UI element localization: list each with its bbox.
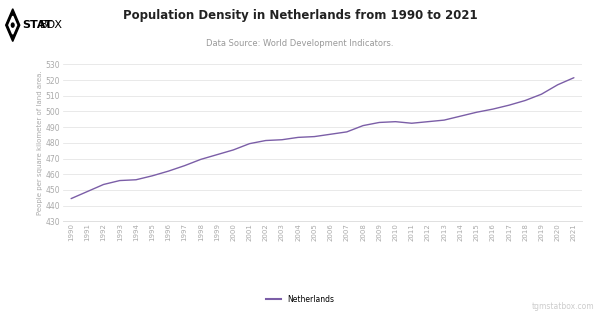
Polygon shape bbox=[6, 9, 20, 41]
Legend: Netherlands: Netherlands bbox=[263, 292, 337, 307]
Text: Data Source: World Development Indicators.: Data Source: World Development Indicator… bbox=[206, 39, 394, 48]
Text: tgmstatbox.com: tgmstatbox.com bbox=[532, 302, 594, 311]
Circle shape bbox=[11, 23, 14, 27]
Text: STAT: STAT bbox=[22, 20, 53, 30]
Y-axis label: People per square kilometer of land area.: People per square kilometer of land area… bbox=[37, 71, 43, 215]
Text: BOX: BOX bbox=[40, 20, 62, 30]
Polygon shape bbox=[9, 16, 17, 34]
Text: Population Density in Netherlands from 1990 to 2021: Population Density in Netherlands from 1… bbox=[122, 9, 478, 22]
